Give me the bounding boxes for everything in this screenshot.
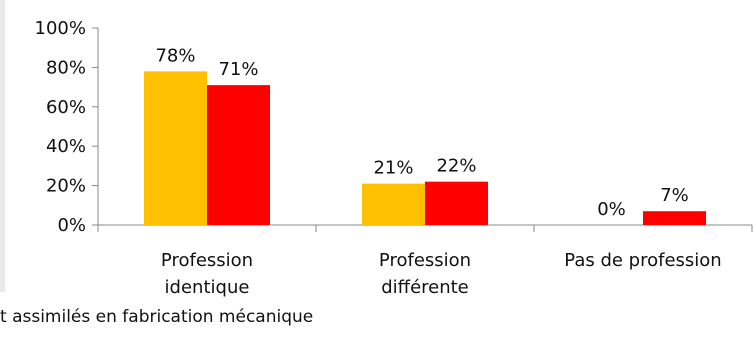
left-panel-edge [0, 0, 5, 292]
category-label: différente [381, 277, 469, 298]
bar-chart: 0% 20% 40% 60% 80% 100% 78% 71% Profession identi… [35, 18, 753, 298]
bar [425, 181, 488, 225]
category-label: Profession [161, 250, 253, 271]
legend-caption: t assimilés en fabrication mécanique [0, 307, 314, 327]
y-tick-label: 40% [46, 136, 86, 157]
data-label: 21% [373, 158, 413, 179]
y-tick-label: 20% [46, 176, 86, 197]
bar [144, 71, 207, 225]
data-label: 0% [597, 199, 626, 220]
bar [643, 211, 706, 225]
bar [207, 85, 270, 225]
y-tick-label: 100% [35, 18, 86, 39]
y-tick-label: 80% [46, 57, 86, 78]
category-label: identique [165, 277, 250, 298]
data-label: 71% [218, 59, 258, 80]
data-label: 22% [436, 156, 476, 177]
category-label: Pas de profession [564, 250, 721, 271]
y-tick-label: 0% [57, 215, 86, 236]
bar [362, 183, 425, 225]
category-label: Profession [379, 250, 471, 271]
data-label: 7% [660, 185, 689, 206]
y-tick-label: 60% [46, 97, 86, 118]
data-label: 78% [155, 45, 195, 66]
